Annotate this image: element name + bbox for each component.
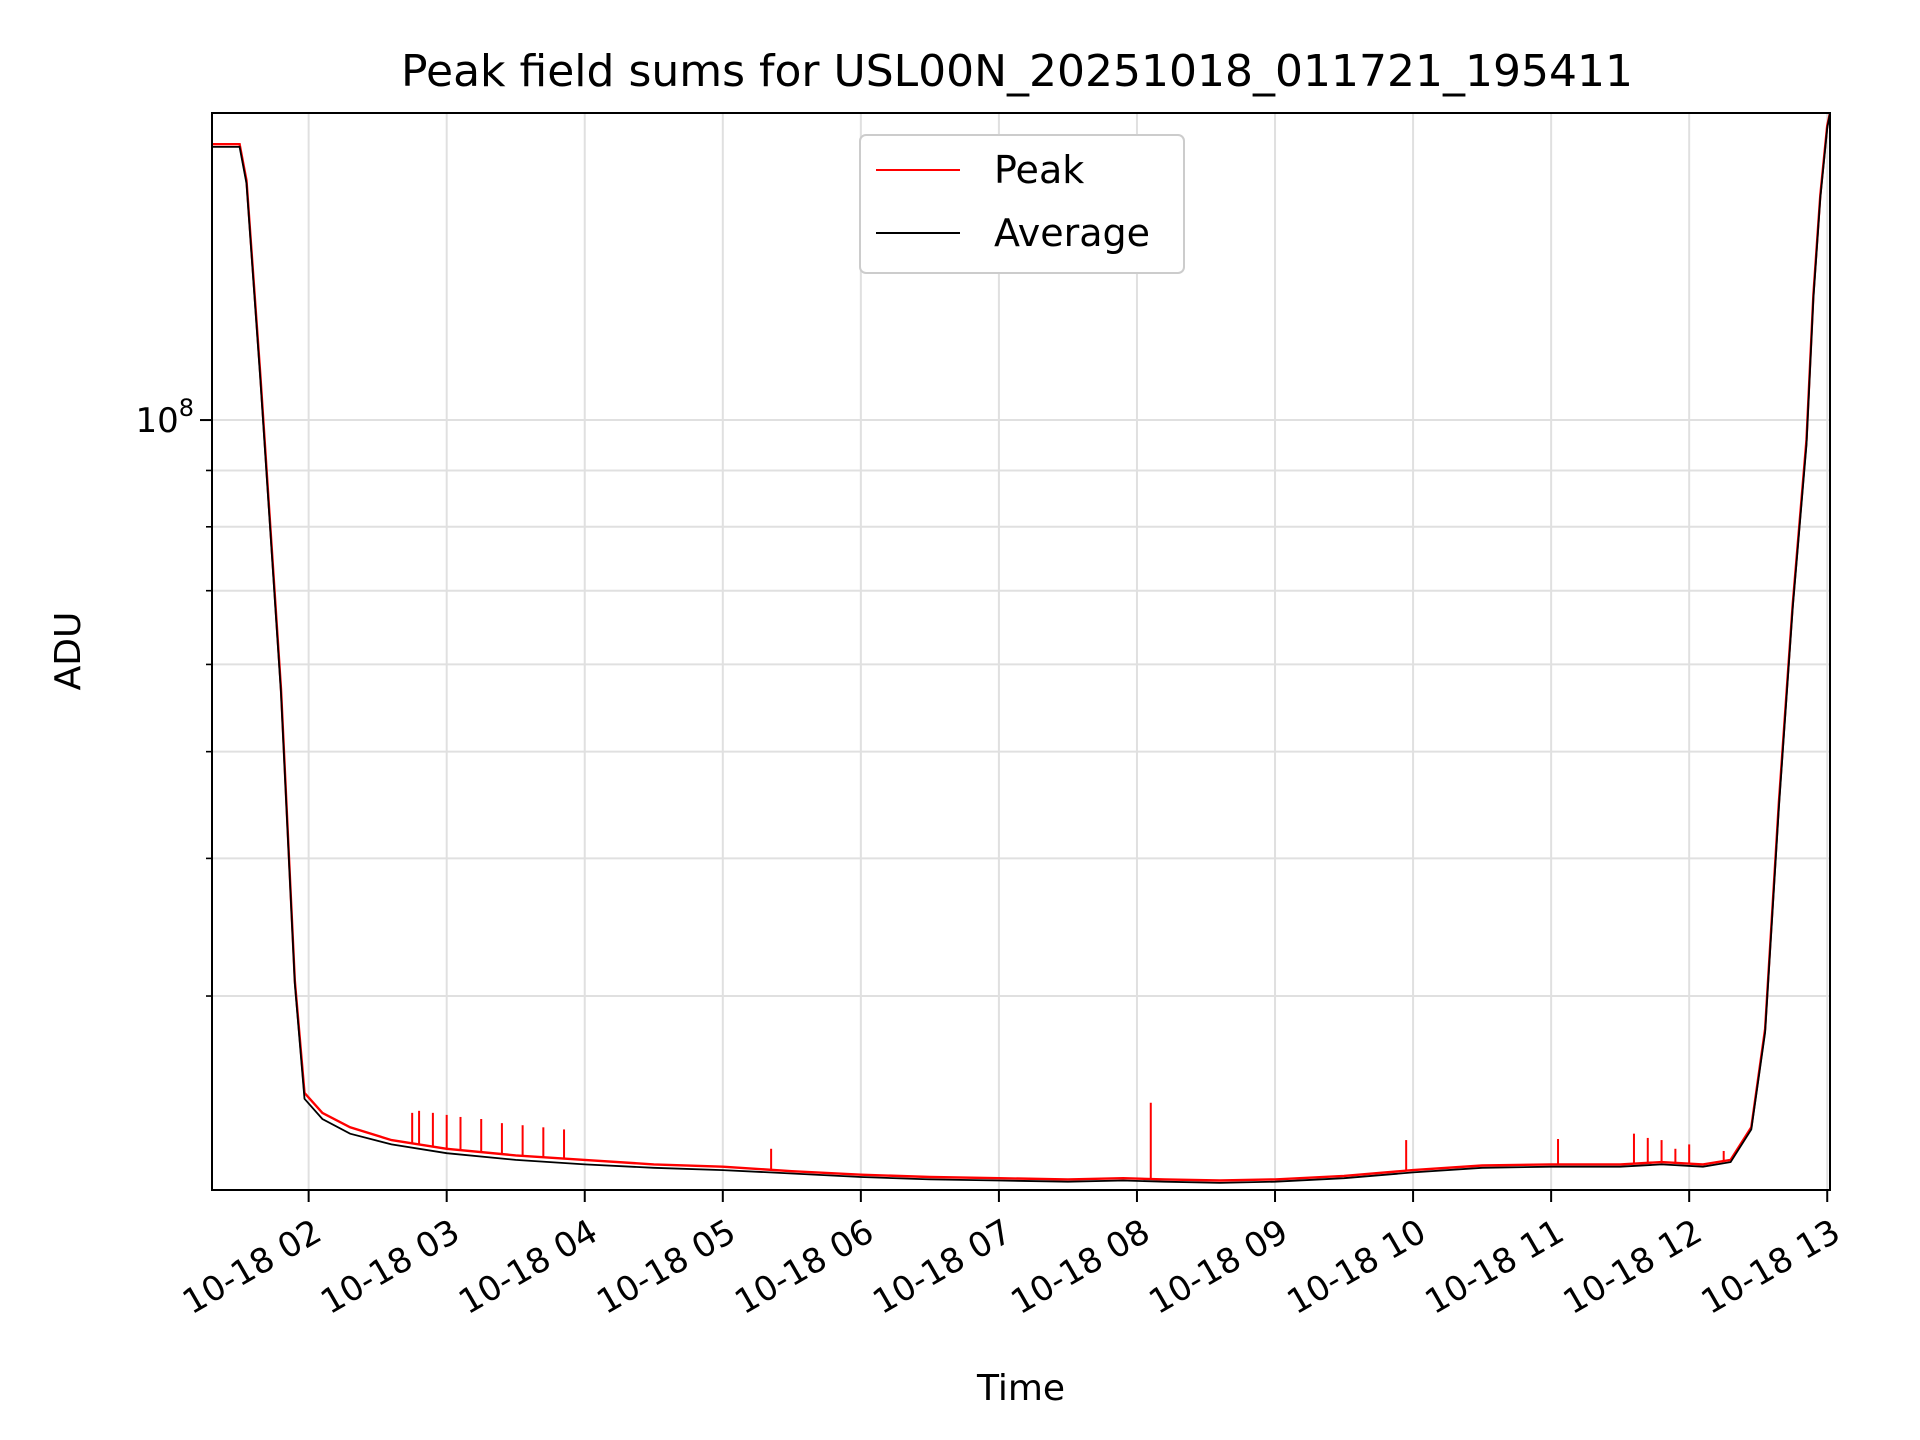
y-axis-label: ADU (48, 612, 89, 691)
grid (212, 113, 1830, 1190)
axes-frame (211, 112, 1831, 1191)
legend-label-average: Average (994, 211, 1150, 255)
chart-title: Peak field sums for USL00N_20251018_0117… (401, 46, 1633, 97)
x-axis-label: Time (976, 1368, 1065, 1409)
plot-area (212, 113, 1830, 1184)
legend: Peak Average (859, 134, 1185, 274)
legend-label-peak: Peak (994, 148, 1084, 192)
series-line-average (212, 113, 1830, 1184)
y-tick-label: 108 (135, 394, 194, 441)
